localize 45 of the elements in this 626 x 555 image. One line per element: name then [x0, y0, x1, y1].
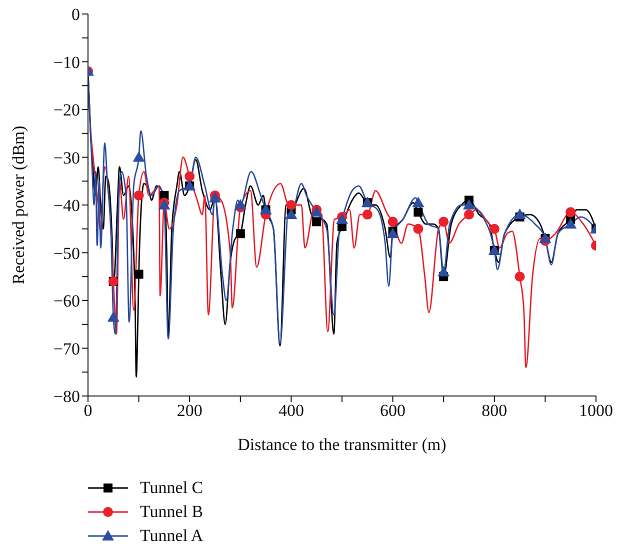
point: [388, 216, 398, 227]
point: [107, 311, 120, 322]
x-tick-label: 200: [176, 401, 202, 420]
y-tick-label: −80: [53, 387, 80, 406]
y-tick-label: 0: [72, 5, 80, 24]
point: [412, 196, 424, 208]
point: [414, 208, 423, 217]
point: [564, 218, 577, 229]
legend-label: Tunnel A: [140, 526, 204, 546]
point: [438, 266, 450, 276]
y-tick-label: −30: [53, 148, 80, 168]
point: [463, 199, 475, 210]
point: [312, 217, 322, 226]
point: [134, 270, 144, 279]
legend-label: Tunnel C: [140, 478, 204, 498]
point: [464, 210, 474, 220]
point: [566, 207, 576, 218]
x-tick-label: 1000: [579, 401, 613, 420]
point: [134, 190, 144, 200]
x-tick-label: 0: [84, 401, 92, 420]
x-axis-title: Distance to the transmitter (m): [238, 435, 446, 454]
y-tick-label: −10: [53, 52, 80, 72]
point: [362, 210, 372, 220]
point: [286, 200, 296, 210]
y-tick-label: −50: [53, 244, 80, 263]
y-tick-label: −40: [53, 196, 80, 216]
point: [413, 224, 424, 234]
point: [234, 199, 246, 210]
point: [438, 216, 449, 227]
y-tick-label: −60: [53, 292, 80, 311]
point: [514, 272, 525, 282]
legend-label: Tunnel B: [140, 502, 204, 522]
point: [386, 228, 399, 238]
y-tick-label: −20: [53, 100, 80, 120]
point: [236, 229, 245, 238]
x-tick-label: 800: [482, 401, 508, 420]
y-axis-title: Received power (dBm): [9, 126, 28, 284]
point: [285, 208, 298, 220]
point: [489, 224, 500, 234]
x-tick-label: 400: [278, 401, 304, 420]
point: [184, 171, 195, 182]
x-tick-label: 600: [380, 401, 406, 420]
point: [514, 208, 526, 220]
point: [132, 151, 145, 162]
y-tick-label: −70: [53, 339, 80, 358]
